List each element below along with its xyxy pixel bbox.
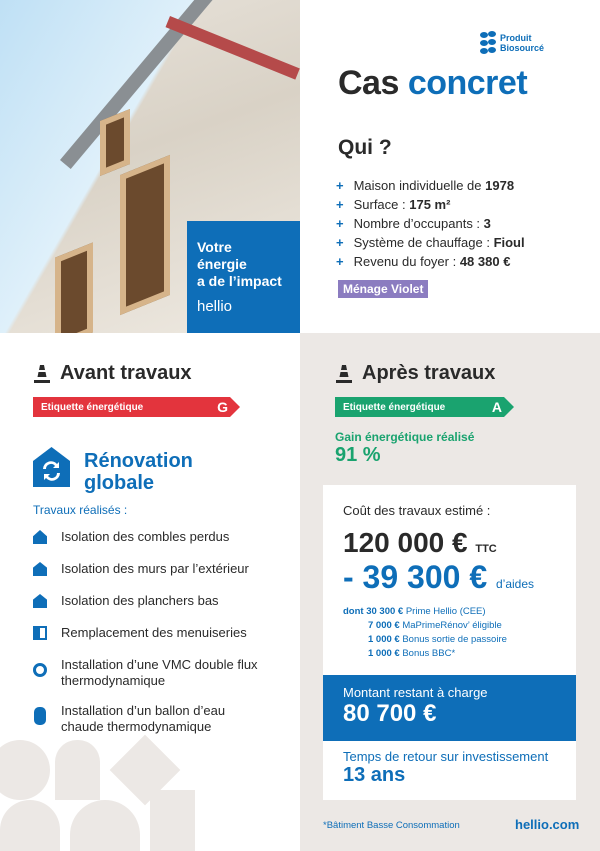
works-subtitle: Travaux réalisés : [33, 503, 128, 517]
floor-insulation-icon [33, 594, 47, 608]
remaining-label: Montant restant à charge [343, 685, 488, 700]
roi-value: 13 ans [343, 764, 406, 786]
remaining-cost-box: Montant restant à charge 80 700 € [323, 675, 576, 741]
renovation-icon [33, 447, 70, 492]
decor-shape [55, 740, 100, 800]
badge-line: Produit [500, 33, 532, 43]
water-heater-icon [34, 707, 46, 725]
avant-heading: Avant travaux [34, 362, 192, 385]
apres-title: Après travaux [362, 362, 496, 384]
footnote: *Bâtiment Basse Consommation [323, 820, 460, 831]
badge-line: Biosourcé [500, 43, 545, 53]
list-item: Isolation des combles perdus [33, 529, 293, 545]
window [120, 154, 170, 316]
aid-item: 1 000 € Bonus sortie de passoire [368, 634, 507, 645]
total-cost: 120 000 € TTC [343, 527, 497, 558]
energy-label-before: Etiquette énergétique G [33, 397, 240, 417]
header-panel: Produit Biosourcé Cas concret Qui ? + Mai… [300, 0, 600, 333]
decor-shape [70, 800, 140, 851]
energy-gain: Gain énergétique réalisé 91 % [335, 430, 474, 467]
title-blue: concret [407, 64, 528, 102]
promo-line: énergie [197, 256, 247, 272]
label-grade: A [491, 399, 502, 415]
decor-shape [0, 800, 60, 851]
list-item: Installation d’une VMC double flux thermo… [33, 657, 293, 689]
house-photo [0, 0, 300, 333]
decor-shape [0, 740, 50, 800]
label-text: Etiquette énergétique [41, 401, 144, 413]
website-link[interactable]: hellio.com [515, 817, 580, 832]
title-dark: Cas [338, 64, 399, 102]
traffic-cone-icon [336, 364, 352, 383]
household-badge: Ménage Violet [338, 280, 429, 298]
promo-box: Votre énergie a de l’impact hellio [187, 221, 300, 333]
traffic-cone-icon [34, 364, 50, 383]
promo-line: Votre [197, 239, 232, 255]
roof-insulation-icon [33, 530, 47, 544]
remaining-value: 80 700 € [343, 700, 437, 727]
decor-shape [150, 790, 195, 851]
list-item: Isolation des murs par l’extérieur [33, 561, 293, 577]
aid-item: 7 000 € MaPrimeRénov’ éligible [368, 620, 502, 631]
wheat-leaf-icon [480, 31, 496, 54]
label-grade: G [217, 399, 228, 415]
list-item: + Maison individuelle de 1978 [336, 178, 515, 193]
roi-box: Temps de retour sur investissement 13 an… [323, 741, 576, 800]
works-list: Isolation des combles perdus Isolation d… [33, 529, 293, 746]
list-item: + Nombre d’occupants : 3 [336, 216, 491, 231]
window-icon [33, 626, 47, 640]
list-item: + Système de chauffage : Fioul [336, 235, 525, 250]
renovation-title: Rénovation globale [84, 450, 193, 494]
list-item: Remplacement des menuiseries [33, 625, 293, 641]
page-title: Cas concret [338, 64, 528, 103]
energy-label-after: Etiquette énergétique A [335, 397, 514, 417]
window [55, 242, 93, 333]
ventilation-fan-icon [33, 663, 47, 677]
list-item: Installation d’un ballon d’eau chaude the… [33, 703, 293, 735]
cost-label: Coût des travaux estimé : [343, 503, 491, 518]
apres-heading: Après travaux [336, 362, 495, 385]
list-item: + Surface : 175 m² [336, 197, 451, 212]
gain-label: Gain énergétique réalisé [335, 430, 475, 444]
biosourced-badge: Produit Biosourcé [480, 30, 544, 56]
household-facts: + Maison individuelle de 1978 + Surface : … [336, 178, 525, 273]
wall-insulation-icon [33, 562, 47, 576]
qui-heading: Qui ? [338, 136, 392, 159]
roi-label: Temps de retour sur investissement [343, 749, 549, 764]
avant-title: Avant travaux [60, 362, 192, 384]
aid-breakdown: dont 30 300 € Prime Hellio (CEE) 7 000 €… [343, 605, 507, 661]
list-item: Isolation des planchers bas [33, 593, 293, 609]
list-item: + Revenu du foyer : 48 380 € [336, 254, 511, 269]
aid-item: dont 30 300 € Prime Hellio (CEE) [343, 606, 486, 617]
aid-amount: - 39 300 € d’aides [343, 559, 535, 595]
label-text: Etiquette énergétique [343, 401, 446, 413]
promo-line: a de l’impact [197, 273, 282, 289]
aid-item: 1 000 € Bonus BBC* [368, 648, 456, 659]
gain-value: 91 % [335, 444, 381, 466]
hellio-logo: hellio [197, 298, 233, 315]
